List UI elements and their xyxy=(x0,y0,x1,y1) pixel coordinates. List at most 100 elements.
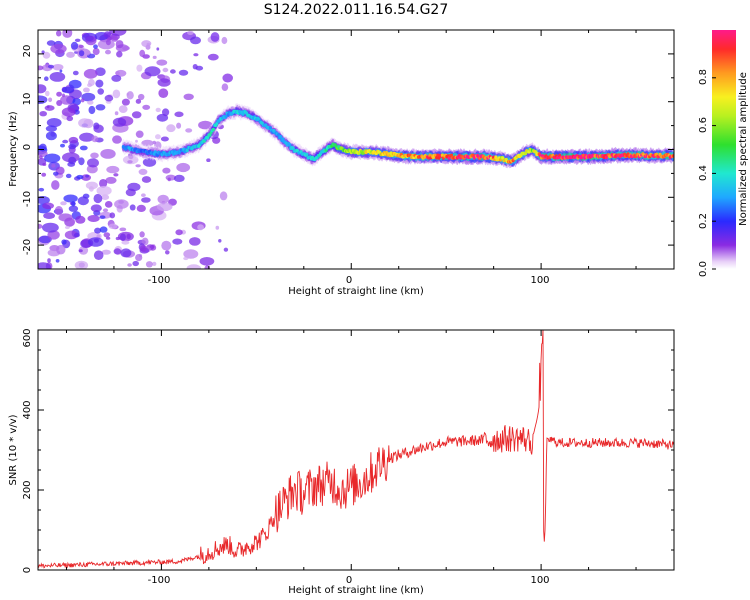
spectrogram-noise-speck xyxy=(87,100,94,105)
spectrogram-ridge-layer xyxy=(121,103,674,169)
spectrogram-noise-speck xyxy=(87,215,100,222)
spectrogram-noise-speck xyxy=(161,240,172,251)
spectrogram-noise-speck xyxy=(141,176,152,183)
spectrogram-noise-speck xyxy=(172,238,183,245)
spectrogram-noise-speck xyxy=(120,248,132,258)
snr-ticks xyxy=(38,329,674,571)
spectrogram-noise-speck xyxy=(105,236,111,240)
spectrogram-noise-speck xyxy=(218,239,222,243)
spectrogram-noise-speck xyxy=(157,194,169,204)
spectrogram-noise-speck xyxy=(62,139,69,144)
spectrogram-noise-speck xyxy=(77,196,89,206)
spectrogram-noise-speck xyxy=(93,124,104,133)
snr-y-tick-label: 400 xyxy=(22,400,33,419)
spectrogram-noise-speck xyxy=(101,194,110,200)
spectrogram-noise-speck xyxy=(113,173,119,177)
spectrogram-noise-speck xyxy=(48,97,53,103)
spectrogram-noise-speck xyxy=(38,84,47,94)
spectrogram-noise-speck xyxy=(56,244,66,255)
spectrogram-y-tick-label: 0 xyxy=(22,144,33,150)
spectrogram-x-tick-label: -100 xyxy=(148,275,171,286)
spectrogram-noise-speck xyxy=(170,69,176,74)
spectrogram-noise-speck xyxy=(127,182,141,192)
spectrogram-noise-speck xyxy=(145,261,153,268)
spectrogram-noise-speck xyxy=(99,226,108,233)
spectrogram-noise-speck xyxy=(52,63,64,71)
spectrogram-noise-speck xyxy=(38,187,45,192)
spectrogram-noise-speck xyxy=(61,107,76,117)
spectrogram-noise-speck xyxy=(162,67,169,73)
spectrogram-noise-speck xyxy=(206,158,211,162)
spectrogram-ridge-cell xyxy=(305,152,309,157)
spectrogram-noise-speck xyxy=(105,49,111,55)
spectrogram-noise-speck xyxy=(139,231,145,238)
spectrogram-noise-speck xyxy=(131,111,142,119)
spectrogram-noise-speck xyxy=(97,88,104,95)
spectrogram-noise-speck xyxy=(45,90,50,97)
spectrogram-noise-speck xyxy=(189,237,201,246)
spectrogram-noise-speck xyxy=(135,98,142,104)
spectrogram-ridge-cell xyxy=(185,148,189,153)
snr-x-tick-label: 0 xyxy=(346,575,352,586)
spectrogram-noise-speck xyxy=(92,47,100,56)
colorbar-tick-label: 0.6 xyxy=(698,117,709,133)
spectrogram-noise-speck xyxy=(174,111,184,118)
spectrogram-noise-speck xyxy=(102,208,109,213)
spectrogram-y-tick-label: -20 xyxy=(22,239,33,255)
spectrogram-noise-speck xyxy=(74,260,89,269)
spectrogram-noise-speck xyxy=(85,181,98,190)
spectrogram-noise-speck xyxy=(104,94,114,102)
spectrogram-noise-speck xyxy=(199,257,215,266)
spectrogram-noise-speck xyxy=(207,53,219,61)
spectrogram-noise-speck xyxy=(103,232,111,238)
spectrogram-noise-speck xyxy=(111,74,122,82)
spectrogram-noise-speck xyxy=(78,157,85,166)
spectrogram-noise-speck xyxy=(38,223,43,229)
spectrogram-noise-speck xyxy=(39,111,47,117)
snr-line xyxy=(38,330,674,569)
spectrogram-noise-speck xyxy=(156,202,173,212)
spectrogram-x-axis-label: Height of straight line (km) xyxy=(288,286,424,297)
snr-x-tick-label: 100 xyxy=(530,575,549,586)
spectrogram-noise-speck xyxy=(44,105,55,111)
spectrogram-noise-speck xyxy=(93,193,103,204)
spectrogram-noise-speck xyxy=(38,262,51,269)
spectrogram-noise-speck xyxy=(100,149,116,159)
spectrogram-noise-speck xyxy=(95,79,104,88)
spectrogram-noise-speck xyxy=(85,35,94,42)
spectrogram-ridge-cell xyxy=(279,134,283,139)
snr-x-tick-label: -100 xyxy=(148,575,171,586)
spectrogram-noise-speck xyxy=(186,264,201,269)
spectrogram-noise-speck xyxy=(56,91,62,97)
colorbar-tick-label: 0.2 xyxy=(698,213,709,229)
spectrogram-noise-speck xyxy=(221,83,229,91)
spectrogram-noise-speck xyxy=(41,50,45,54)
spectrogram-noise-speck xyxy=(78,249,83,253)
spectrogram-noise-speck xyxy=(90,204,102,212)
spectrogram-noise-speck xyxy=(42,222,59,233)
spectrogram-noise-speck xyxy=(42,163,47,166)
spectrogram-noise-speck xyxy=(112,89,121,99)
snr-y-tick-label: 600 xyxy=(22,328,33,347)
spectrogram-noise-speck xyxy=(193,53,199,57)
spectrogram-noise-speck xyxy=(115,40,124,49)
spectrogram-noise-speck xyxy=(176,162,191,173)
spectrogram-noise-speck xyxy=(138,93,145,101)
spectrogram-noise-speck xyxy=(185,128,193,133)
spectrogram-noise-speck xyxy=(114,199,129,209)
spectrogram-noise-speck xyxy=(45,125,58,132)
spectrogram-noise-speck xyxy=(50,43,67,54)
spectrogram-noise-speck xyxy=(141,197,151,203)
spectrogram-noise-speck xyxy=(156,59,168,66)
spectrogram-noise-speck xyxy=(119,233,126,241)
spectrogram-noise-speck xyxy=(38,65,44,71)
spectrogram-noise-speck xyxy=(112,135,122,144)
spectrogram-noise-speck xyxy=(121,98,130,106)
spectrogram-noise-speck xyxy=(59,69,63,73)
spectrogram-noise-speck xyxy=(162,167,171,174)
snr-y-axis-label: SNR (10 * v/v) xyxy=(8,414,19,485)
colorbar-label: Normalized spectral amplitude xyxy=(738,72,749,226)
spectrogram-noise-speck xyxy=(116,50,123,58)
spectrogram-noise-speck xyxy=(190,36,201,45)
spectrogram-noise-speck xyxy=(112,117,127,127)
